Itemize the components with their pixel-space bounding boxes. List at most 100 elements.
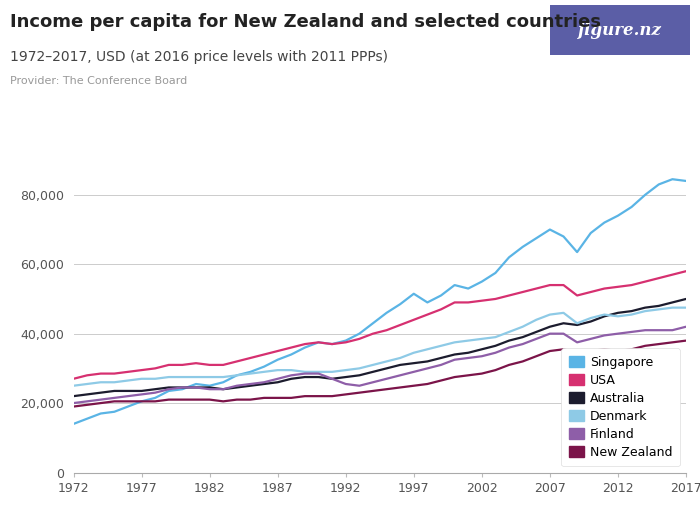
New Zealand (246, 396, 255, 403)
Finland (314, 371, 323, 377)
Line: Australia: Australia (74, 299, 686, 396)
Denmark (546, 311, 554, 318)
Denmark (287, 367, 295, 373)
Singapore (69, 421, 78, 427)
Finland (450, 356, 459, 363)
Denmark (410, 350, 418, 356)
USA (559, 282, 568, 288)
USA (219, 362, 228, 368)
Denmark (627, 311, 636, 318)
Denmark (69, 383, 78, 389)
Line: Denmark: Denmark (74, 308, 686, 386)
Australia (274, 379, 282, 385)
Denmark (124, 377, 132, 384)
Denmark (450, 339, 459, 345)
Australia (532, 329, 540, 335)
Denmark (532, 317, 540, 323)
Finland (355, 383, 363, 389)
Singapore (342, 338, 350, 344)
Australia (205, 384, 214, 391)
Finland (178, 384, 187, 391)
Denmark (328, 369, 336, 375)
Denmark (192, 374, 200, 380)
Singapore (382, 310, 391, 316)
Singapore (137, 398, 146, 404)
Australia (450, 351, 459, 358)
Finland (192, 384, 200, 391)
Finland (274, 376, 282, 382)
New Zealand (69, 403, 78, 410)
Finland (546, 331, 554, 337)
Singapore (587, 230, 595, 236)
Denmark (573, 320, 581, 327)
Singapore (124, 403, 132, 410)
Singapore (192, 381, 200, 387)
Denmark (587, 315, 595, 321)
Australia (246, 383, 255, 389)
Denmark (219, 374, 228, 380)
USA (627, 282, 636, 288)
Finland (369, 379, 377, 385)
Australia (219, 386, 228, 392)
Line: New Zealand: New Zealand (74, 341, 686, 406)
Denmark (668, 304, 677, 311)
Finland (654, 327, 663, 333)
Denmark (424, 346, 432, 352)
USA (369, 331, 377, 337)
USA (192, 360, 200, 366)
Singapore (614, 213, 622, 219)
Finland (424, 365, 432, 372)
USA (519, 289, 527, 295)
USA (137, 367, 146, 373)
Singapore (219, 379, 228, 385)
Denmark (437, 343, 445, 349)
New Zealand (464, 372, 473, 379)
New Zealand (178, 396, 187, 403)
Text: Provider: The Conference Board: Provider: The Conference Board (10, 76, 188, 86)
Singapore (437, 292, 445, 299)
Finland (627, 329, 636, 335)
New Zealand (382, 386, 391, 392)
Australia (192, 384, 200, 391)
Singapore (546, 226, 554, 233)
USA (614, 284, 622, 290)
Singapore (151, 395, 160, 401)
Denmark (682, 304, 690, 311)
USA (437, 306, 445, 312)
Australia (505, 338, 513, 344)
Singapore (424, 299, 432, 306)
Finland (164, 386, 173, 392)
Australia (369, 369, 377, 375)
New Zealand (260, 395, 268, 401)
New Zealand (287, 395, 295, 401)
Singapore (396, 301, 405, 307)
Denmark (600, 311, 608, 318)
USA (532, 286, 540, 292)
New Zealand (314, 393, 323, 400)
USA (274, 348, 282, 354)
Finland (260, 379, 268, 385)
Singapore (668, 176, 677, 182)
New Zealand (192, 396, 200, 403)
New Zealand (137, 398, 146, 404)
Finland (682, 323, 690, 330)
USA (491, 296, 500, 302)
Australia (342, 374, 350, 380)
Singapore (600, 219, 608, 226)
Denmark (301, 369, 309, 375)
Singapore (110, 408, 118, 415)
Australia (614, 310, 622, 316)
Australia (178, 384, 187, 391)
USA (314, 339, 323, 345)
New Zealand (124, 398, 132, 404)
New Zealand (654, 341, 663, 347)
Australia (424, 358, 432, 364)
Singapore (355, 331, 363, 337)
Singapore (369, 320, 377, 327)
Australia (382, 365, 391, 372)
Australia (151, 386, 160, 392)
Australia (668, 299, 677, 306)
Singapore (641, 192, 650, 198)
USA (573, 292, 581, 299)
Singapore (178, 386, 187, 392)
